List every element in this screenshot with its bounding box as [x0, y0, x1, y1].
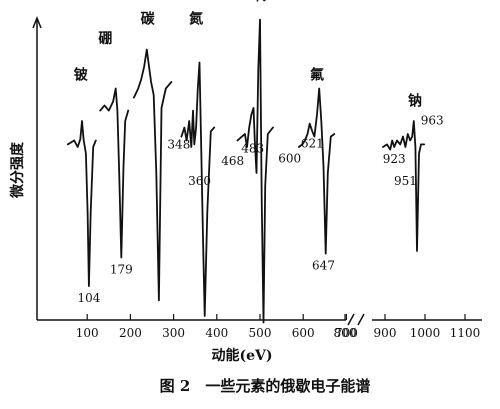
spectrum-line-3: [133, 48, 173, 302]
peak-energy-label: 647: [312, 259, 335, 273]
element-label: 硼: [98, 31, 112, 47]
peak-energy-label: 360: [188, 174, 211, 188]
peak-energy-label: 923: [383, 152, 406, 166]
spectrum-line-1: [66, 120, 97, 287]
element-label: 氮: [188, 11, 203, 28]
spectrum-line-5: [236, 18, 274, 324]
x-axis-break-mark: [347, 313, 365, 326]
x-tick-label: 600: [292, 326, 315, 340]
peak-energy-label: 621: [301, 136, 324, 150]
x-tick-label: 800: [334, 326, 357, 340]
peak-energy-label: 951: [394, 174, 417, 188]
peak-energy-label: 179: [110, 263, 133, 277]
peak-energy-label: 468: [221, 154, 244, 168]
x-tick-label: 900: [374, 326, 397, 340]
x-tick-label: 200: [119, 326, 142, 340]
figure-caption: 图 2 一些元素的俄歇电子能谱: [160, 377, 371, 395]
element-label: 碳: [141, 11, 156, 28]
x-tick-label: 100: [76, 326, 99, 340]
x-tick-label: 400: [205, 326, 228, 340]
peak-energy-label: 600: [278, 151, 301, 165]
x-tick-label: 700: [335, 326, 358, 340]
spectrum-line-4: [180, 61, 216, 317]
y-axis-title: 微分强度: [9, 141, 26, 199]
element-label: 氧: [251, 0, 266, 4]
spectrum-line-2: [99, 87, 130, 259]
x-tick-label: 300: [162, 326, 185, 340]
peak-energy-label: 348: [167, 137, 190, 151]
x-tick-label: 1100: [450, 326, 481, 340]
element-label: 氟: [310, 66, 324, 83]
x-axis-title: 动能(eV): [211, 347, 272, 364]
spectrum-line-7: [382, 120, 426, 252]
x-tick-label: 1000: [410, 326, 441, 340]
x-tick-label: 500: [249, 326, 272, 340]
peak-energy-label: 483: [241, 142, 264, 156]
peak-energy-label: 963: [421, 114, 444, 128]
spectrum-traces: [66, 18, 426, 324]
element-label: 铍: [74, 66, 89, 83]
peak-energy-label: 104: [77, 291, 100, 305]
element-label: 钠: [408, 92, 422, 109]
chart-axes: [32, 15, 482, 326]
y-axis-arrow: [32, 15, 42, 29]
spectrum-line-6: [298, 87, 336, 255]
